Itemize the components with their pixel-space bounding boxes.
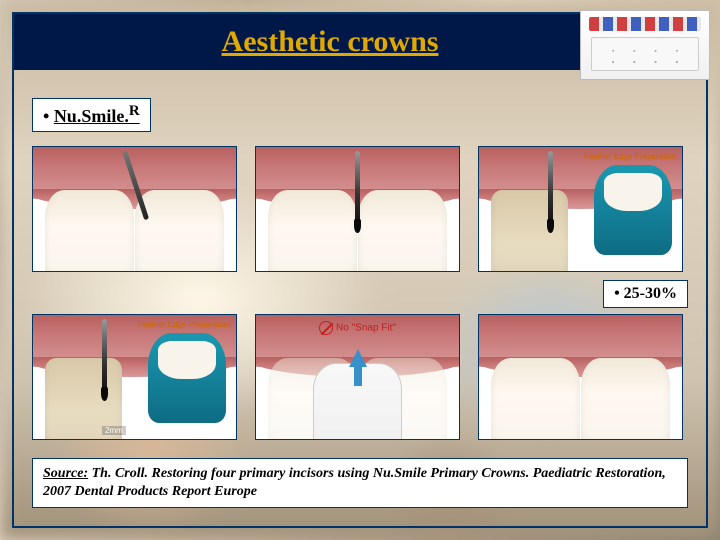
thumb-step-prep-crown: Feather Edge Preparation <box>478 146 683 272</box>
thumb-step-drill <box>255 146 460 272</box>
thumb-step-2mm: Feather Edge Preparation 2mm <box>32 314 237 440</box>
tooth-right <box>581 358 670 440</box>
drill-instrument-icon <box>355 151 360 223</box>
tooth-right <box>135 190 224 272</box>
image-row-1: Feather Edge Preparation <box>32 146 683 272</box>
nusmile-superscript: R <box>129 103 140 119</box>
tooth-left <box>45 190 134 272</box>
source-citation: Source: Th. Croll. Restoring four primar… <box>32 458 688 508</box>
percent-text: 25-30% <box>624 285 677 302</box>
feather-edge-label: Feather Edge Preparation <box>584 153 676 162</box>
thumb-seated-crown <box>478 314 683 440</box>
tooth-right <box>358 190 447 272</box>
slide-frame: Aesthetic crowns • Nu.Smile.R Feather Ed… <box>12 12 708 528</box>
no-icon <box>319 321 333 335</box>
image-row-2: Feather Edge Preparation 2mm No "Snap Fi… <box>32 314 683 440</box>
snap-text: No "Snap Fit" <box>336 323 396 334</box>
tooth-prepared <box>491 190 568 272</box>
source-lead: Source: <box>43 466 88 481</box>
nusmile-bullet: • Nu.Smile.R <box>32 98 151 132</box>
percent-bullet: • 25-30% <box>603 280 688 308</box>
slide-title: Aesthetic crowns <box>222 25 439 59</box>
no-snap-fit-label: No "Snap Fit" <box>256 321 459 335</box>
arrow-up-icon <box>349 349 367 367</box>
bullet-marker: • <box>614 285 620 302</box>
tooth-left <box>268 190 357 272</box>
thumb-no-snap-fit: No "Snap Fit" <box>255 314 460 440</box>
title-bar: Aesthetic crowns <box>14 14 706 70</box>
crown-overlay-icon <box>148 333 226 423</box>
crown-kit-image <box>580 10 710 80</box>
feather-edge-label: Feather Edge Preparation <box>138 321 230 330</box>
crown-overlay-icon <box>594 165 672 255</box>
drill-instrument-icon <box>548 151 553 223</box>
nusmile-text: Nu.Smile. <box>54 106 129 126</box>
mm-label: 2mm <box>102 426 126 435</box>
drill-instrument-icon <box>102 319 107 391</box>
thumb-step-probe <box>32 146 237 272</box>
source-body: Th. Croll. Restoring four primary inciso… <box>43 466 666 499</box>
tooth-left <box>491 358 580 440</box>
bullet-marker: • <box>43 106 49 126</box>
